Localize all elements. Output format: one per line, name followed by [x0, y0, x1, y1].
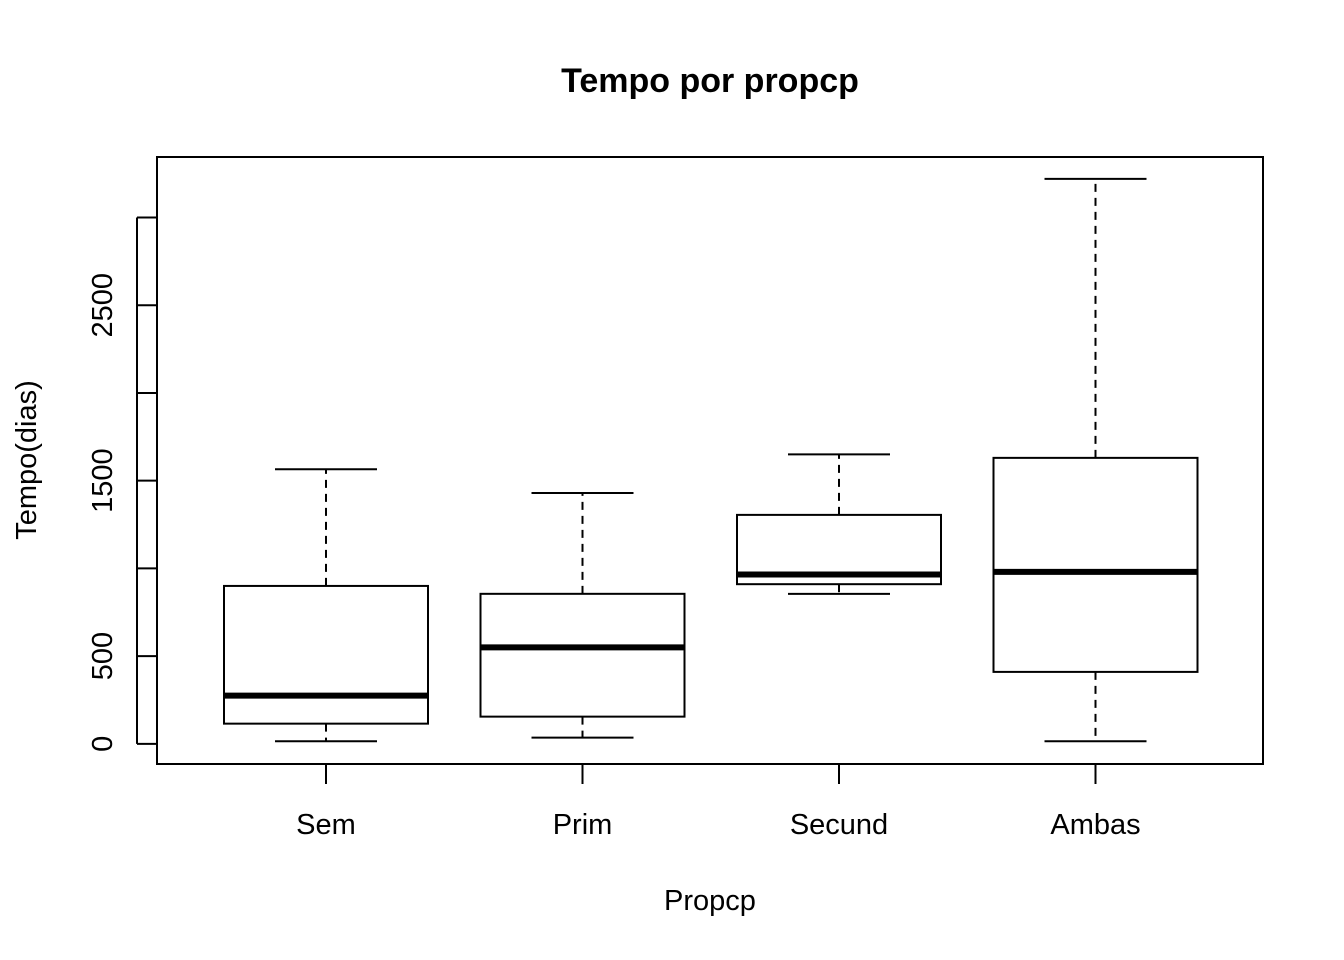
y-tick-label: 0 [87, 736, 119, 752]
iqr-box [992, 456, 1199, 673]
iqr-box [223, 584, 429, 725]
box-secund [736, 453, 942, 595]
y-axis: 0 500 1500 2500 [87, 216, 157, 752]
box-sem [223, 468, 429, 743]
box-prim [479, 491, 686, 739]
x-tick-label: Ambas [1050, 809, 1140, 841]
x-tick-label: Sem [296, 809, 356, 841]
y-tick-label: 500 [87, 632, 119, 680]
x-axis-label: Propcp [664, 885, 756, 917]
x-axis: Sem Prim Secund Ambas [296, 763, 1141, 841]
x-tick-label: Secund [790, 809, 888, 841]
x-tick-label: Prim [553, 809, 613, 841]
iqr-box [479, 592, 686, 718]
chart-title: Tempo por propcp [561, 62, 859, 100]
y-tick-label: 2500 [87, 273, 119, 338]
y-tick-label: 1500 [87, 448, 119, 513]
box-ambas [992, 177, 1199, 743]
box-series [223, 177, 1199, 743]
y-axis-label: Tempo(dias) [11, 380, 43, 540]
